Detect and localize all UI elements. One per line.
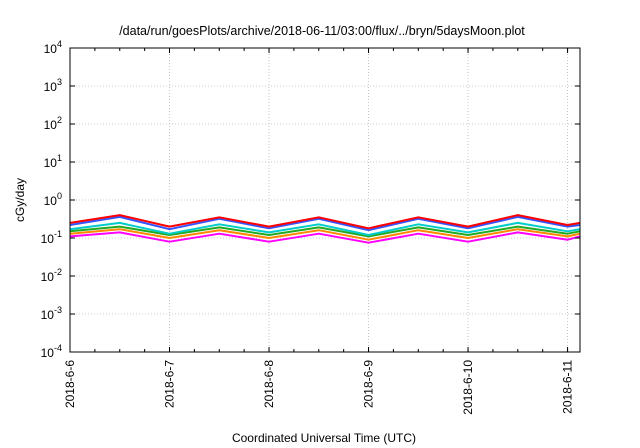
y-tick-exponent: 3 xyxy=(57,77,62,87)
y-tick-exponent: 4 xyxy=(57,39,62,49)
y-tick-exponent: 2 xyxy=(57,115,62,125)
series-line xyxy=(69,228,581,241)
x-tick-label: 2018-6-9 xyxy=(362,360,376,408)
series-line xyxy=(69,231,581,244)
y-tick-label: 10-2 xyxy=(41,267,62,284)
x-tick-label: 2018-6-7 xyxy=(163,360,177,408)
x-tick-label: 2018-6-11 xyxy=(561,360,575,414)
y-tick-base: 10 xyxy=(41,346,55,360)
y-tick-exponent: -3 xyxy=(54,305,62,315)
y-tick-base: 10 xyxy=(41,270,55,284)
y-tick-base: 10 xyxy=(44,156,58,170)
y-tick-exponent: 1 xyxy=(57,153,62,163)
y-tick-exponent: -4 xyxy=(54,343,62,353)
y-tick-exponent: -2 xyxy=(54,267,62,277)
grid xyxy=(70,48,580,352)
y-tick-base: 10 xyxy=(41,308,55,322)
y-tick-base: 10 xyxy=(44,42,58,56)
y-tick-base: 10 xyxy=(44,80,58,94)
x-axis: 2018-6-6 2018-6-7 2018-6-8 2018-6-9 2018-6-1… xyxy=(63,48,575,415)
chart-title: /data/run/goesPlots/archive/2018-06-11/0… xyxy=(119,24,525,38)
y-tick-base: 10 xyxy=(41,232,55,246)
y-tick-exponent: 0 xyxy=(57,191,62,201)
series-line xyxy=(69,221,581,236)
y-tick-label: 104 xyxy=(44,39,62,56)
x-tick-label: 2018-6-6 xyxy=(63,360,77,408)
y-tick-label: 103 xyxy=(44,77,62,94)
series-group xyxy=(69,214,581,244)
y-tick-label: 10-1 xyxy=(41,229,62,246)
series-line xyxy=(69,225,581,238)
y-tick-label: 10-4 xyxy=(41,343,62,360)
y-tick-label: 10-3 xyxy=(41,305,62,322)
y-tick-base: 10 xyxy=(44,194,58,208)
series-line xyxy=(69,215,581,232)
x-tick-label: 2018-6-10 xyxy=(461,360,475,415)
x-axis-label: Coordinated Universal Time (UTC) xyxy=(232,431,416,445)
series-line xyxy=(69,214,581,230)
y-tick-exponent: -1 xyxy=(54,229,62,239)
y-tick-label: 101 xyxy=(44,153,62,170)
y-tick-base: 10 xyxy=(44,118,58,132)
y-axis-label: cGy/day xyxy=(13,178,27,222)
y-tick-label: 100 xyxy=(44,191,62,208)
y-tick-label: 102 xyxy=(44,115,62,132)
x-tick-label: 2018-6-8 xyxy=(262,360,276,408)
